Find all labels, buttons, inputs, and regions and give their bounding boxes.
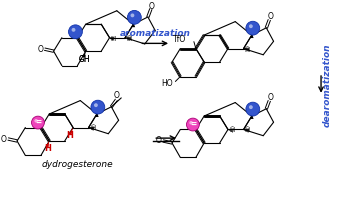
Text: H̄: H̄ bbox=[245, 127, 250, 133]
Circle shape bbox=[249, 105, 253, 109]
Circle shape bbox=[91, 100, 105, 114]
Circle shape bbox=[246, 21, 260, 35]
Circle shape bbox=[94, 103, 98, 107]
Text: H̄: H̄ bbox=[229, 127, 235, 133]
Circle shape bbox=[187, 118, 199, 131]
Polygon shape bbox=[69, 128, 73, 135]
Circle shape bbox=[34, 119, 38, 123]
Circle shape bbox=[246, 102, 260, 116]
Text: O: O bbox=[113, 91, 119, 100]
Circle shape bbox=[130, 13, 135, 17]
Text: TfO: TfO bbox=[173, 35, 186, 44]
Text: O: O bbox=[155, 136, 161, 145]
Text: dydrogesterone: dydrogesterone bbox=[42, 160, 113, 169]
Circle shape bbox=[249, 24, 253, 28]
Text: H: H bbox=[44, 144, 51, 153]
Circle shape bbox=[31, 116, 44, 129]
Text: aromatization: aromatization bbox=[120, 29, 191, 38]
Text: H: H bbox=[67, 131, 73, 140]
Text: H̄: H̄ bbox=[245, 47, 250, 53]
Text: O: O bbox=[149, 2, 155, 11]
Text: O: O bbox=[38, 45, 44, 54]
Text: H̄: H̄ bbox=[90, 125, 95, 131]
Text: O: O bbox=[267, 12, 273, 21]
Circle shape bbox=[72, 28, 75, 32]
Text: =: = bbox=[190, 120, 196, 129]
Circle shape bbox=[189, 121, 193, 125]
Text: =: = bbox=[35, 118, 41, 127]
Polygon shape bbox=[250, 114, 254, 119]
Text: O̶H: O̶H bbox=[79, 55, 91, 64]
Text: HO: HO bbox=[162, 79, 173, 88]
Polygon shape bbox=[82, 51, 86, 57]
Polygon shape bbox=[46, 141, 49, 147]
Text: O: O bbox=[267, 93, 273, 102]
Polygon shape bbox=[95, 112, 99, 117]
Polygon shape bbox=[250, 33, 254, 38]
Text: H̄: H̄ bbox=[126, 36, 132, 42]
Circle shape bbox=[69, 25, 82, 39]
Circle shape bbox=[127, 10, 141, 24]
Text: H: H bbox=[110, 36, 115, 42]
Text: O: O bbox=[0, 135, 6, 144]
Polygon shape bbox=[131, 22, 135, 27]
Text: OH: OH bbox=[79, 55, 91, 64]
Text: dearomatization: dearomatization bbox=[323, 43, 332, 127]
